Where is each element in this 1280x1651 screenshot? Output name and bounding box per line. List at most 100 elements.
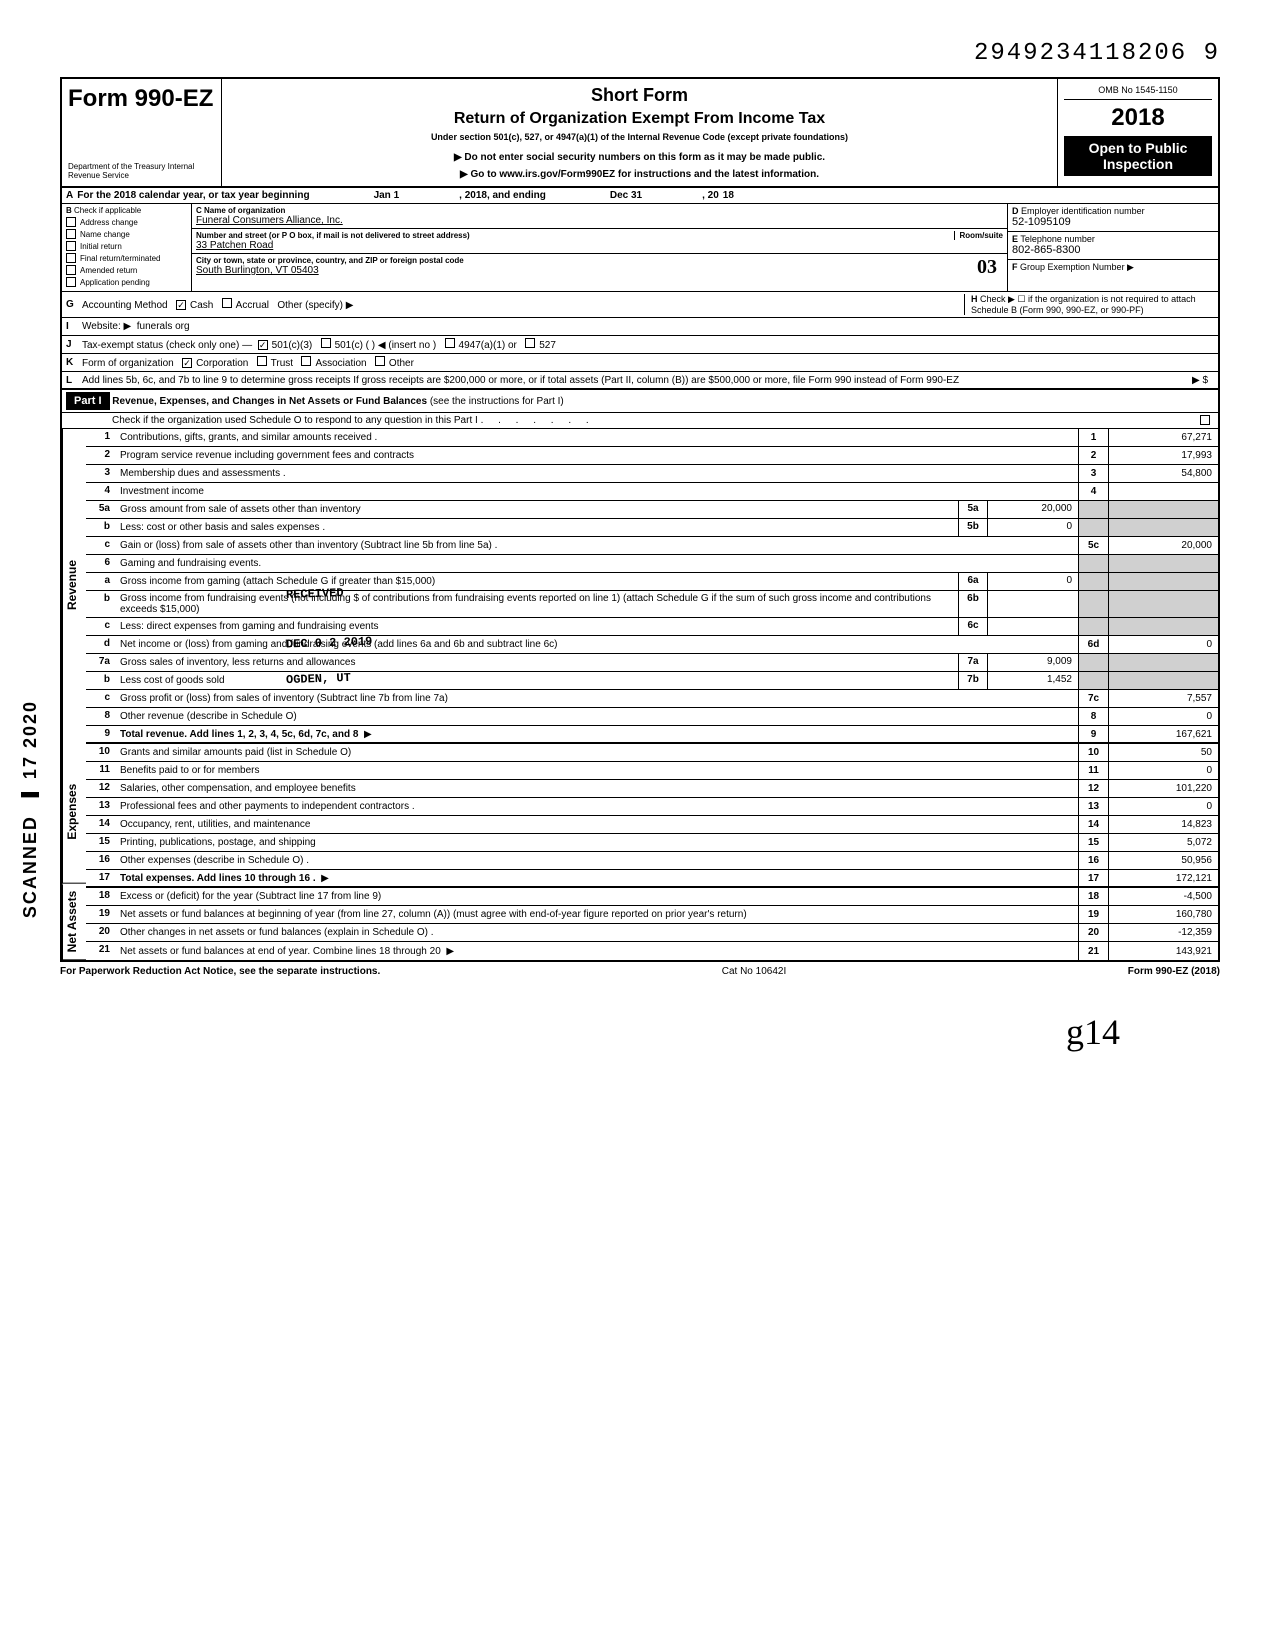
col-b-check-applicable: B Check if applicable Address change Nam… [62, 204, 192, 291]
part1-check-text: Check if the organization used Schedule … [112, 415, 478, 426]
ssn-warning: ▶ Do not enter social security numbers o… [228, 152, 1051, 163]
line-5c: c Gain or (loss) from sale of assets oth… [86, 537, 1218, 555]
row-g-label: G [66, 299, 82, 310]
checkbox-trust[interactable] [257, 356, 267, 366]
line-6a: a Gross income from gaming (attach Sched… [86, 573, 1218, 591]
received-stamp-text: RECEIVED [286, 586, 344, 602]
checkbox-4947[interactable] [445, 338, 455, 348]
checkbox-schedule-o[interactable] [1200, 415, 1210, 425]
row-a-end: , 20 [702, 190, 719, 201]
line-7a: 7a Gross sales of inventory, less return… [86, 654, 1218, 672]
col-f-label: F [1012, 262, 1018, 272]
other-specify: Other (specify) ▶ [277, 300, 353, 311]
line-21: 21 Net assets or fund balances at end of… [86, 942, 1218, 960]
col-c-org-info: C Name of organization Funeral Consumers… [192, 204, 1008, 291]
row-h-text: Check ▶ ☐ if the organization is not req… [971, 294, 1196, 315]
checkbox-other-org[interactable] [375, 356, 385, 366]
col-e-label: E [1012, 234, 1018, 244]
line-9: 9 Total revenue. Add lines 1, 2, 3, 4, 5… [86, 726, 1218, 744]
row-k-org-form: K Form of organization ✓Corporation Trus… [62, 354, 1218, 372]
line-11: 11 Benefits paid to or for members 11 0 [86, 762, 1218, 780]
document-number: 2949234118206 9 [60, 40, 1220, 67]
checkbox-corporation[interactable]: ✓ [182, 358, 192, 368]
line-14: 14 Occupancy, rent, utilities, and maint… [86, 816, 1218, 834]
row-j-label: J [66, 339, 82, 350]
line-13: 13 Professional fees and other payments … [86, 798, 1218, 816]
part1-header-row: Part I Revenue, Expenses, and Changes in… [60, 390, 1220, 413]
row-a-text-start: For the 2018 calendar year, or tax year … [77, 190, 309, 201]
name-label: Name of organization [204, 206, 285, 215]
expenses-label: Expenses [62, 740, 86, 884]
checkbox-initial-return[interactable]: Initial return [66, 241, 187, 251]
checkbox-amended-return[interactable]: Amended return [66, 265, 187, 275]
col-d-label: D [1012, 206, 1019, 216]
checkbox-501c[interactable] [321, 338, 331, 348]
revenue-label: Revenue [62, 429, 86, 740]
form-header-center: Short Form Return of Organization Exempt… [222, 79, 1058, 186]
line-6: 6 Gaming and fundraising events. [86, 555, 1218, 573]
row-i-label: I [66, 321, 82, 332]
checkbox-name-change[interactable]: Name change [66, 229, 187, 239]
under-section: Under section 501(c), 527, or 4947(a)(1)… [228, 132, 1051, 142]
line-12: 12 Salaries, other compensation, and emp… [86, 780, 1218, 798]
row-a-tax-year: A For the 2018 calendar year, or tax yea… [60, 186, 1220, 204]
line-6c: c Less: direct expenses from gaming and … [86, 618, 1218, 636]
scanned-stamp: SCANNED ▬ 17 2020 [20, 700, 41, 918]
phone-value: 802-865-8300 [1012, 244, 1081, 256]
row-h-label: H [971, 294, 978, 304]
row-k-label: K [66, 357, 82, 368]
return-title: Return of Organization Exempt From Incom… [228, 110, 1051, 128]
checkbox-501c3[interactable]: ✓ [258, 340, 268, 350]
col-b-label: B [66, 206, 72, 215]
goto-link: ▶ Go to www.irs.gov/Form990EZ for instru… [228, 169, 1051, 180]
form-header-left: Form 990-EZ Department of the Treasury I… [62, 79, 222, 186]
tax-exempt-label: Tax-exempt status (check only one) — [82, 340, 252, 351]
line-6b: b Gross income from fundraising events (… [86, 591, 1218, 618]
checkbox-cash[interactable]: ✓ [176, 300, 186, 310]
line-5a: 5a Gross amount from sale of assets othe… [86, 501, 1218, 519]
handwritten-03: 03 [977, 256, 997, 279]
part1-check-instruction: Check if the organization used Schedule … [60, 413, 1220, 429]
col-de-block: D Employer identification number 52-1095… [1008, 204, 1218, 291]
line-18: 18 Excess or (deficit) for the year (Sub… [86, 888, 1218, 906]
form-org-label: Form of organization [82, 358, 174, 369]
line-2: 2 Program service revenue including gove… [86, 447, 1218, 465]
form-number: Form 990-EZ [68, 85, 215, 113]
footer-center: Cat No 10642I [722, 966, 787, 977]
open-public-badge: Open to Public Inspection [1064, 136, 1212, 176]
line-16: 16 Other expenses (describe in Schedule … [86, 852, 1218, 870]
form-header: Form 990-EZ Department of the Treasury I… [60, 77, 1220, 186]
line-5b: b Less: cost or other basis and sales ex… [86, 519, 1218, 537]
line-10: 10 Grants and similar amounts paid (list… [86, 744, 1218, 762]
row-a-mid: , 2018, and ending [459, 190, 546, 201]
part1-title-suffix: (see the instructions for Part I) [430, 396, 564, 407]
received-stamp-ogden: OGDEN, UT [286, 671, 351, 687]
part1-table: Revenue Expenses Net Assets 1 Contributi… [60, 429, 1220, 962]
row-g-accounting: G Accounting Method ✓Cash Accrual Other … [62, 292, 1218, 318]
accounting-method-label: Accounting Method [82, 300, 168, 311]
line-1: 1 Contributions, gifts, grants, and simi… [86, 429, 1218, 447]
city-label: City or town, state or province, country… [196, 256, 1003, 265]
omb-number: OMB No 1545-1150 [1064, 85, 1212, 100]
short-form-label: Short Form [228, 85, 1051, 106]
website-label: Website: ▶ [82, 321, 131, 332]
line-6d: d Net income or (loss) from gaming and f… [86, 636, 1218, 654]
col-b-check-if: Check if applicable [74, 206, 141, 215]
checkbox-address-change[interactable]: Address change [66, 217, 187, 227]
row-a-label: A [66, 190, 73, 201]
row-l-text: Add lines 5b, 6c, and 7b to line 9 to de… [82, 375, 1134, 386]
checkbox-association[interactable] [301, 356, 311, 366]
street-label: Number and street (or P O box, if mail i… [196, 231, 470, 240]
phone-label: Telephone number [1020, 234, 1095, 244]
row-l-gross-receipts: L Add lines 5b, 6c, and 7b to line 9 to … [62, 372, 1218, 390]
checkbox-final-return[interactable]: Final return/terminated [66, 253, 187, 263]
line-15: 15 Printing, publications, postage, and … [86, 834, 1218, 852]
treasury-label: Department of the Treasury Internal Reve… [68, 162, 215, 180]
checkbox-527[interactable] [525, 338, 535, 348]
line-7c: c Gross profit or (loss) from sales of i… [86, 690, 1218, 708]
ein-label: Employer identification number [1021, 206, 1145, 216]
row-l-arrow: ▶ $ [1134, 375, 1214, 386]
header-identity-block: B Check if applicable Address change Nam… [60, 204, 1220, 292]
checkbox-application-pending[interactable]: Application pending [66, 277, 187, 287]
checkbox-accrual[interactable] [222, 298, 232, 308]
